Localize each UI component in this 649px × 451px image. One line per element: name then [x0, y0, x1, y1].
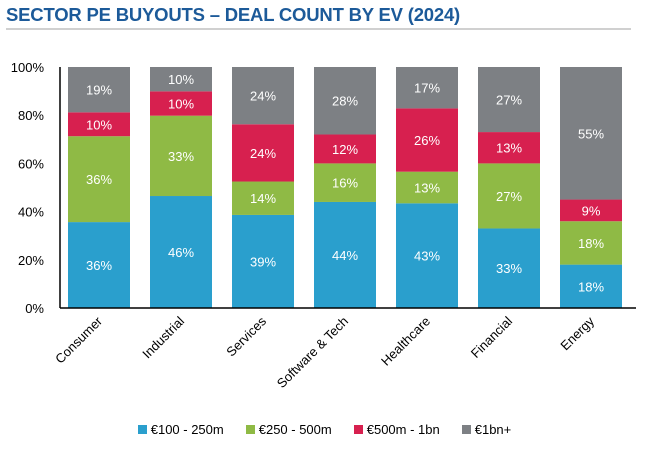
bar-segment	[150, 196, 212, 308]
y-tick-label: 0%	[25, 301, 44, 316]
bar-segment	[478, 163, 540, 229]
x-tick-label: Industrial	[139, 313, 187, 361]
data-label: 27%	[496, 93, 522, 108]
data-label: 43%	[414, 249, 440, 264]
data-label: 24%	[250, 89, 276, 104]
legend-swatch	[461, 425, 471, 434]
data-label: 27%	[496, 189, 522, 204]
data-label: 17%	[414, 81, 440, 96]
bar-segment	[478, 228, 540, 308]
data-label: 36%	[86, 258, 112, 273]
data-label: 55%	[578, 126, 604, 141]
legend-item: €1bn+	[461, 422, 512, 437]
bar-segment	[314, 201, 376, 308]
y-axis-ticks: 0% 20% 40% 60% 80% 100%	[11, 60, 45, 316]
data-label: 36%	[86, 172, 112, 187]
bar-segment	[150, 115, 212, 197]
y-tick-label: 20%	[18, 253, 44, 268]
x-tick-label: Services	[223, 313, 269, 359]
bar-segment	[560, 264, 622, 308]
x-axis-categories: Consumer Industrial Services Software & Tec…	[52, 313, 597, 391]
stacked-bar-chart: 0% 20% 40% 60% 80% 100% 36% 36% 10% 19% 46% 33% 10%…	[11, 60, 636, 391]
x-tick-label: Energy	[557, 313, 597, 353]
legend-label: €500m - 1bn	[366, 422, 440, 437]
data-label: 39%	[250, 254, 276, 269]
x-tick-label: Financial	[468, 313, 515, 360]
bar-segment	[560, 199, 622, 222]
bar-segment	[232, 124, 294, 182]
data-label: 13%	[414, 181, 440, 196]
bar-segment	[232, 214, 294, 308]
data-label: 12%	[332, 142, 358, 157]
data-label: 18%	[578, 236, 604, 251]
bar-segment	[396, 203, 458, 308]
data-label: 10%	[168, 97, 194, 112]
data-label: 16%	[332, 176, 358, 191]
bar-segment	[150, 91, 212, 116]
bar-segment	[560, 67, 622, 200]
x-tick-label: Software & Tech	[274, 314, 351, 391]
data-label: 44%	[332, 248, 358, 263]
bar-segment	[396, 171, 458, 204]
bar-segment	[560, 221, 622, 265]
bar-segment	[314, 163, 376, 202]
legend-swatch	[353, 425, 363, 434]
bar-segment	[68, 136, 130, 223]
y-tick-label: 100%	[11, 60, 45, 75]
title-divider	[6, 28, 631, 30]
x-tick-label: Consumer	[52, 313, 105, 366]
bar-segment	[314, 134, 376, 164]
bar-segment	[396, 67, 458, 109]
bar-segment	[478, 132, 540, 164]
legend-item: €500m - 1bn	[353, 422, 440, 437]
legend-item: €250 - 500m	[245, 422, 332, 437]
data-label: 9%	[582, 203, 601, 218]
legend-item: €100 - 250m	[137, 422, 224, 437]
bar-segment	[396, 108, 458, 172]
legend-label: €100 - 250m	[150, 422, 224, 437]
legend-swatch	[245, 425, 255, 434]
data-label: 10%	[86, 117, 112, 132]
bar-segment	[150, 67, 212, 92]
y-tick-label: 80%	[18, 108, 44, 123]
bars	[68, 67, 622, 308]
bar-segment	[478, 67, 540, 133]
x-tick-label: Healthcare	[378, 314, 433, 369]
data-label: 13%	[496, 141, 522, 156]
data-label: 19%	[86, 83, 112, 98]
legend-label: €1bn+	[474, 422, 512, 437]
data-label: 46%	[168, 245, 194, 260]
legend-label: €250 - 500m	[258, 422, 332, 437]
bar-segment	[68, 222, 130, 308]
chart-title: SECTOR PE BUYOUTS – DEAL COUNT BY EV (20…	[6, 4, 461, 25]
data-label: 33%	[168, 149, 194, 164]
data-label: 26%	[414, 133, 440, 148]
bar-segment	[68, 112, 130, 137]
bar-segment	[68, 67, 130, 113]
y-tick-label: 60%	[18, 156, 44, 171]
data-label: 10%	[168, 72, 194, 87]
bar-segment	[232, 181, 294, 215]
data-label: 28%	[332, 94, 358, 109]
bar-segment	[232, 67, 294, 125]
data-label: 24%	[250, 146, 276, 161]
y-tick-label: 40%	[18, 205, 44, 220]
legend-swatch	[137, 425, 147, 434]
data-label: 33%	[496, 261, 522, 276]
data-label: 14%	[250, 191, 276, 206]
legend: €100 - 250m €250 - 500m €500m - 1bn €1bn+	[0, 422, 649, 437]
data-labels: 36% 36% 10% 19% 46% 33% 10% 10% 39% 14% 24% 24% 44% 1…	[86, 72, 604, 294]
data-label: 18%	[578, 279, 604, 294]
bar-segment	[314, 67, 376, 135]
